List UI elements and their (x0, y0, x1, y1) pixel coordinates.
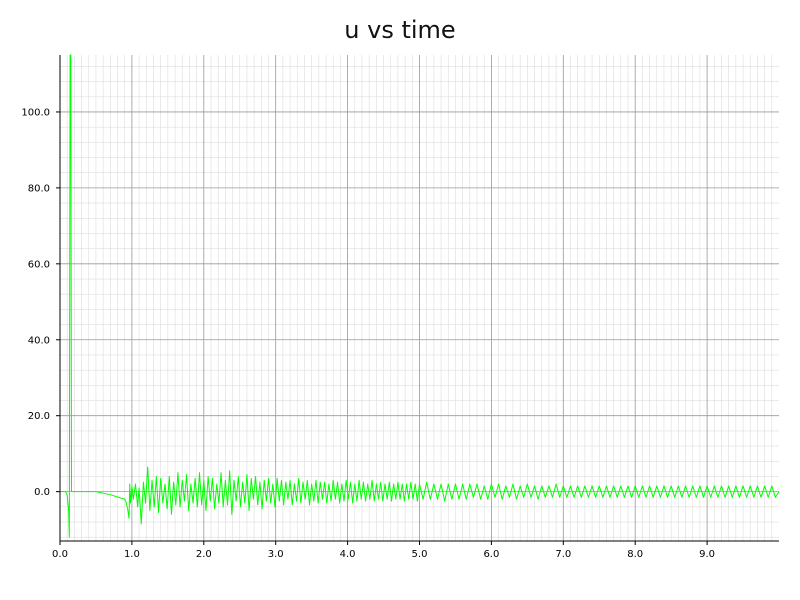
y-tick-label: 40.0 (28, 335, 50, 346)
x-tick-label: 1.0 (124, 549, 140, 560)
x-tick-label: 6.0 (483, 549, 499, 560)
x-tick-label: 9.0 (699, 549, 715, 560)
x-tick-label: 7.0 (555, 549, 571, 560)
x-tick-label: 3.0 (268, 549, 284, 560)
series-layer (60, 54, 780, 538)
x-tick-label: 8.0 (627, 549, 643, 560)
x-axis-ticks: 0.0 1.0 2.0 3.0 4.0 5.0 6.0 7.0 8.0 9.0 (52, 541, 715, 560)
y-tick-label: 0.0 (34, 487, 50, 498)
y-tick-label: 100.0 (21, 107, 50, 118)
x-tick-label: 2.0 (196, 549, 212, 560)
chart-title: u vs time (344, 16, 456, 44)
y-tick-label: 60.0 (28, 259, 50, 270)
minor-grid (60, 55, 779, 541)
x-tick-label: 4.0 (340, 549, 356, 560)
x-tick-label: 0.0 (52, 549, 68, 560)
series-line-u (60, 54, 780, 538)
y-tick-label: 80.0 (28, 183, 50, 194)
y-axis-ticks: 0.0 20.0 40.0 60.0 80.0 100.0 (21, 107, 60, 498)
x-tick-label: 5.0 (412, 549, 428, 560)
y-tick-label: 20.0 (28, 411, 50, 422)
